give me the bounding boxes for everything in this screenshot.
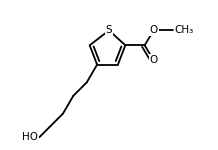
Text: CH₃: CH₃ — [174, 25, 194, 35]
Text: HO: HO — [22, 132, 38, 142]
Text: O: O — [150, 55, 158, 65]
Text: O: O — [150, 25, 158, 35]
Text: S: S — [106, 25, 112, 35]
